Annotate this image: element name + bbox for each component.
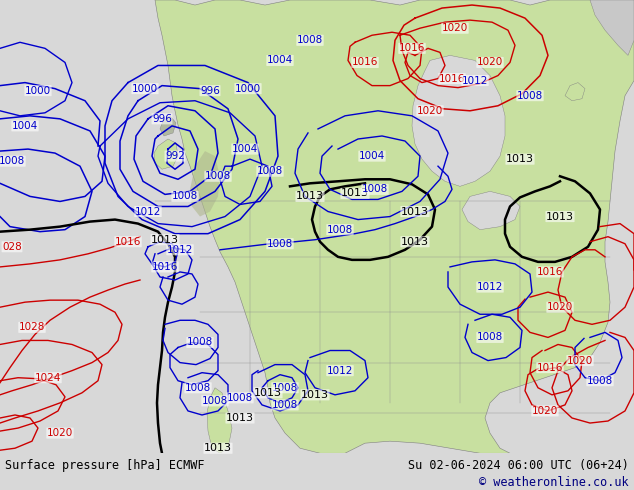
Text: Surface pressure [hPa] ECMWF: Surface pressure [hPa] ECMWF <box>5 459 205 472</box>
Text: 1013: 1013 <box>226 413 254 423</box>
Text: 1016: 1016 <box>152 262 178 272</box>
Polygon shape <box>207 388 232 453</box>
Text: 1013: 1013 <box>401 206 429 217</box>
Polygon shape <box>190 151 220 217</box>
Text: © weatheronline.co.uk: © weatheronline.co.uk <box>479 476 629 489</box>
Polygon shape <box>412 55 505 186</box>
Polygon shape <box>590 0 634 55</box>
Text: 1004: 1004 <box>12 121 38 131</box>
Text: 1008: 1008 <box>187 338 213 347</box>
Text: 1008: 1008 <box>297 35 323 45</box>
Text: 1008: 1008 <box>477 332 503 343</box>
Text: 1012: 1012 <box>462 75 488 86</box>
Text: 1012: 1012 <box>167 245 193 255</box>
Text: 1008: 1008 <box>227 393 253 403</box>
Text: 1008: 1008 <box>517 91 543 100</box>
Text: 1008: 1008 <box>587 376 613 386</box>
Text: 1016: 1016 <box>399 43 425 53</box>
Polygon shape <box>462 192 520 230</box>
Text: 1013: 1013 <box>254 388 282 398</box>
Text: 1016: 1016 <box>352 57 378 68</box>
Text: 1016: 1016 <box>115 237 141 247</box>
Polygon shape <box>154 139 178 169</box>
Text: 996: 996 <box>200 86 220 96</box>
Text: 996: 996 <box>152 114 172 124</box>
Polygon shape <box>160 116 176 136</box>
Text: 1012: 1012 <box>327 366 353 376</box>
Text: 1020: 1020 <box>532 406 558 416</box>
Text: 1012: 1012 <box>477 282 503 292</box>
Polygon shape <box>155 0 634 453</box>
Text: 1008: 1008 <box>267 239 293 249</box>
Text: 1012: 1012 <box>135 206 161 217</box>
Text: 1020: 1020 <box>567 356 593 366</box>
Text: 1004: 1004 <box>267 55 293 66</box>
Text: 028: 028 <box>2 242 22 252</box>
Text: 1004: 1004 <box>232 144 258 154</box>
Text: 1008: 1008 <box>272 383 298 393</box>
Polygon shape <box>565 83 585 101</box>
Text: 1008: 1008 <box>172 192 198 201</box>
Text: 1013: 1013 <box>301 390 329 400</box>
Text: 1013: 1013 <box>204 443 232 453</box>
Text: 1024: 1024 <box>35 373 61 383</box>
Text: 1020: 1020 <box>442 23 468 33</box>
Text: 992: 992 <box>165 151 185 161</box>
Text: 1008: 1008 <box>257 166 283 176</box>
Text: 1020: 1020 <box>477 57 503 68</box>
Text: 1013: 1013 <box>546 212 574 221</box>
Text: 1008: 1008 <box>0 156 25 166</box>
Text: 1020: 1020 <box>47 428 73 438</box>
Text: 1016: 1016 <box>439 74 465 84</box>
Text: 1008: 1008 <box>205 172 231 181</box>
Text: 1013: 1013 <box>401 237 429 247</box>
Text: 1004: 1004 <box>359 151 385 161</box>
Text: 1013: 1013 <box>341 188 369 198</box>
Text: 1008: 1008 <box>362 184 388 195</box>
Text: 1000: 1000 <box>25 86 51 96</box>
Text: 1020: 1020 <box>547 302 573 312</box>
Text: 1008: 1008 <box>327 224 353 235</box>
Text: 1008: 1008 <box>185 383 211 393</box>
Text: 1000: 1000 <box>132 84 158 94</box>
Text: 1000: 1000 <box>235 84 261 94</box>
Text: 1013: 1013 <box>506 154 534 164</box>
Text: 1013: 1013 <box>151 235 179 245</box>
Text: 1020: 1020 <box>417 106 443 116</box>
Text: 1013: 1013 <box>296 192 324 201</box>
Text: 1008: 1008 <box>272 400 298 410</box>
Text: 1016: 1016 <box>537 363 563 372</box>
Text: 1028: 1028 <box>19 322 45 332</box>
Text: Su 02-06-2024 06:00 UTC (06+24): Su 02-06-2024 06:00 UTC (06+24) <box>408 459 629 472</box>
Text: 1016: 1016 <box>537 267 563 277</box>
Text: 1008: 1008 <box>202 396 228 406</box>
